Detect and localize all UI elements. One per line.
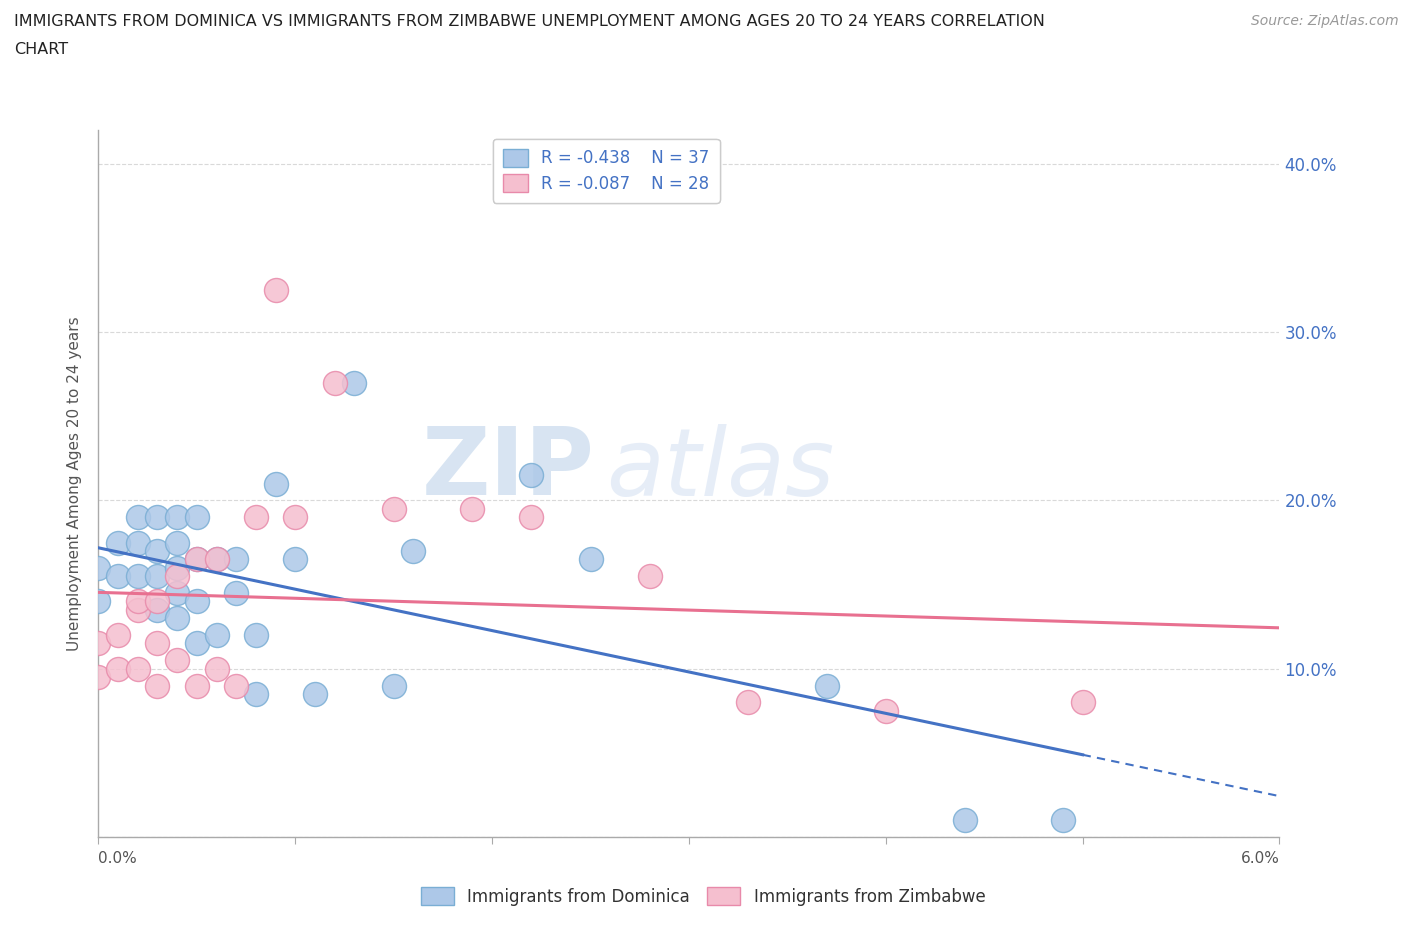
Point xyxy=(166,560,188,575)
Point xyxy=(225,551,247,566)
Point xyxy=(186,551,208,566)
Point xyxy=(245,628,267,643)
Point xyxy=(461,501,484,516)
Point xyxy=(166,535,188,550)
Point xyxy=(1052,813,1074,828)
Point xyxy=(127,569,149,584)
Point xyxy=(146,510,169,525)
Point xyxy=(382,501,405,516)
Point xyxy=(304,686,326,701)
Point xyxy=(127,535,149,550)
Point xyxy=(579,551,602,566)
Point xyxy=(225,586,247,601)
Point xyxy=(323,375,346,390)
Point xyxy=(127,594,149,609)
Point xyxy=(875,703,897,718)
Point xyxy=(186,510,208,525)
Point xyxy=(166,586,188,601)
Point xyxy=(186,594,208,609)
Point xyxy=(953,813,976,828)
Point xyxy=(87,560,110,575)
Text: IMMIGRANTS FROM DOMINICA VS IMMIGRANTS FROM ZIMBABWE UNEMPLOYMENT AMONG AGES 20 : IMMIGRANTS FROM DOMINICA VS IMMIGRANTS F… xyxy=(14,14,1045,29)
Point xyxy=(107,661,129,676)
Point xyxy=(186,551,208,566)
Point xyxy=(146,569,169,584)
Point xyxy=(225,678,247,693)
Point xyxy=(146,603,169,618)
Point xyxy=(186,636,208,651)
Point xyxy=(205,551,228,566)
Point xyxy=(127,661,149,676)
Text: 6.0%: 6.0% xyxy=(1240,851,1279,866)
Point xyxy=(245,686,267,701)
Point xyxy=(107,569,129,584)
Point xyxy=(737,695,759,710)
Point xyxy=(815,678,838,693)
Point xyxy=(87,636,110,651)
Text: ZIP: ZIP xyxy=(422,423,595,515)
Point xyxy=(205,551,228,566)
Point xyxy=(186,678,208,693)
Point xyxy=(402,543,425,558)
Point xyxy=(146,594,169,609)
Text: 0.0%: 0.0% xyxy=(98,851,138,866)
Point xyxy=(205,628,228,643)
Point xyxy=(264,283,287,298)
Y-axis label: Unemployment Among Ages 20 to 24 years: Unemployment Among Ages 20 to 24 years xyxy=(67,316,83,651)
Point xyxy=(166,611,188,626)
Point xyxy=(146,543,169,558)
Point xyxy=(166,510,188,525)
Text: CHART: CHART xyxy=(14,42,67,57)
Point xyxy=(284,510,307,525)
Point xyxy=(107,628,129,643)
Point xyxy=(127,603,149,618)
Point xyxy=(87,594,110,609)
Point xyxy=(520,510,543,525)
Point xyxy=(1071,695,1094,710)
Text: Source: ZipAtlas.com: Source: ZipAtlas.com xyxy=(1251,14,1399,28)
Point xyxy=(382,678,405,693)
Point xyxy=(284,551,307,566)
Point xyxy=(107,535,129,550)
Point xyxy=(264,476,287,491)
Point xyxy=(146,678,169,693)
Point xyxy=(127,510,149,525)
Point xyxy=(166,653,188,668)
Point xyxy=(343,375,366,390)
Point xyxy=(166,569,188,584)
Point xyxy=(205,661,228,676)
Point xyxy=(146,636,169,651)
Point xyxy=(520,468,543,483)
Point xyxy=(638,569,661,584)
Legend: R = -0.438    N = 37, R = -0.087    N = 28: R = -0.438 N = 37, R = -0.087 N = 28 xyxy=(494,139,720,203)
Point xyxy=(245,510,267,525)
Text: atlas: atlas xyxy=(606,424,835,515)
Legend: Immigrants from Dominica, Immigrants from Zimbabwe: Immigrants from Dominica, Immigrants fro… xyxy=(415,881,991,912)
Point xyxy=(87,670,110,684)
